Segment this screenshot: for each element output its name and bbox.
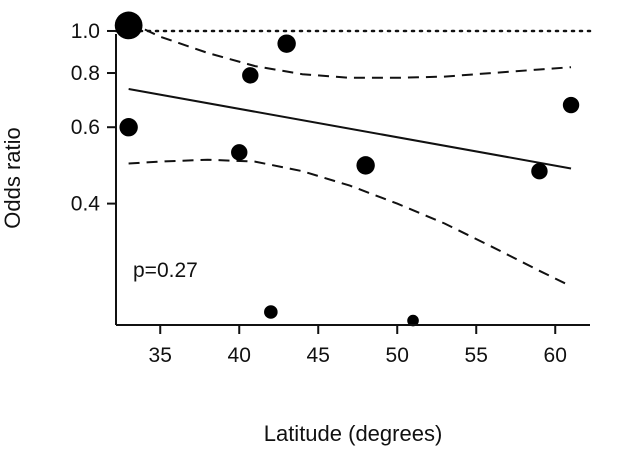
ci-lower-line — [128, 158, 572, 288]
x-tick-label-50: 50 — [386, 344, 409, 367]
ticks-layer: 35 40 45 50 55 60 0.4 0.6 0.8 1.0 — [71, 20, 567, 367]
fit-line — [128, 87, 572, 170]
y-tick-label-3: 1.0 — [71, 20, 100, 43]
plot-layer — [114, 11, 592, 327]
x-axis-title: Latitude (degrees) — [264, 421, 443, 446]
y-tick-label-2: 0.8 — [71, 62, 100, 85]
data-point-5 — [277, 34, 296, 53]
data-point-0 — [114, 11, 143, 40]
data-point-3 — [242, 67, 259, 84]
data-point-7 — [407, 314, 419, 327]
data-point-4 — [264, 305, 278, 319]
x-tick-label-45: 45 — [307, 344, 330, 367]
y-tick-label-0: 0.4 — [71, 193, 101, 216]
x-tick-label-60: 60 — [544, 344, 567, 367]
data-point-6 — [356, 156, 375, 175]
x-tick-label-35: 35 — [149, 344, 172, 367]
ci-upper-line — [128, 20, 572, 79]
data-point-1 — [119, 118, 138, 137]
y-axis-title: Odds ratio — [0, 127, 25, 229]
x-tick-label-55: 55 — [465, 344, 488, 367]
y-tick-label-1: 0.6 — [71, 116, 100, 139]
x-tick-label-40: 40 — [228, 344, 251, 367]
p-value-annotation: p=0.27 — [133, 259, 198, 282]
data-point-2 — [231, 144, 248, 161]
data-point-8 — [531, 163, 548, 180]
data-point-9 — [562, 96, 580, 114]
